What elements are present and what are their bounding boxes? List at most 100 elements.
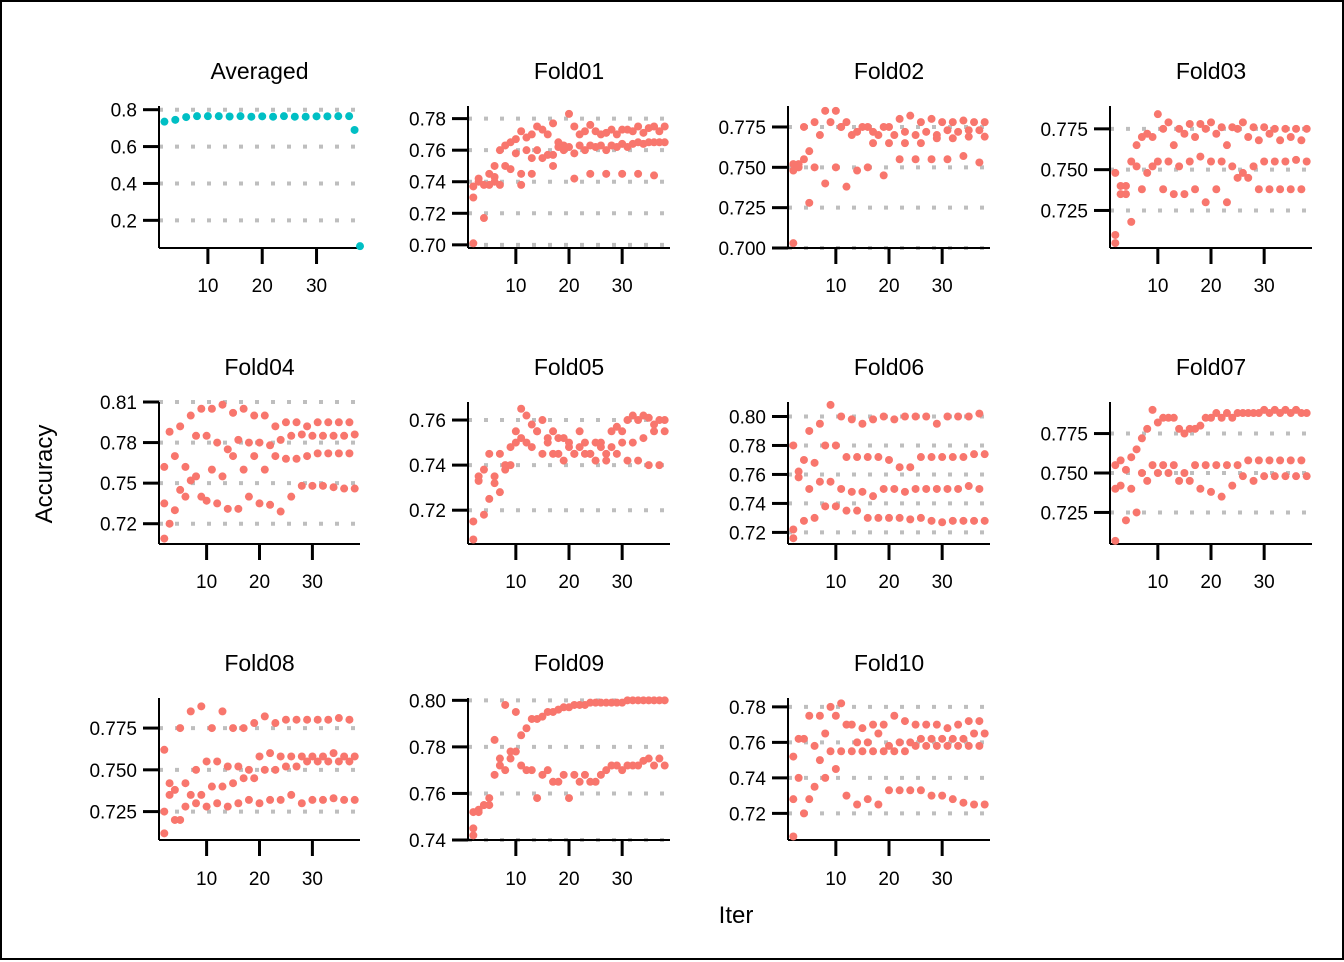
- data-point: [1201, 461, 1210, 470]
- data-point: [324, 715, 333, 724]
- data-point: [810, 163, 819, 172]
- data-point: [639, 128, 648, 137]
- data-point: [1191, 424, 1200, 433]
- data-point: [207, 724, 216, 733]
- x-tick-label: 30: [612, 276, 633, 297]
- data-point: [842, 118, 851, 127]
- panel-title: Fold06: [854, 354, 924, 380]
- data-point: [258, 112, 267, 121]
- data-point: [607, 125, 616, 134]
- data-point: [287, 492, 296, 501]
- y-tick-label: 0.750: [1040, 161, 1088, 182]
- data-point: [895, 738, 904, 747]
- data-point: [271, 452, 280, 461]
- x-tick-label: 20: [558, 276, 579, 297]
- y-tick-label: 0.6: [111, 138, 137, 159]
- y-tick-label: 0.74: [729, 494, 766, 515]
- data-point: [1244, 456, 1253, 465]
- data-point: [276, 507, 285, 516]
- x-tick-label: 20: [558, 869, 579, 890]
- x-tick-label: 30: [612, 869, 633, 890]
- data-point: [1212, 461, 1221, 470]
- data-point: [1249, 162, 1258, 171]
- data-point: [900, 139, 909, 148]
- data-point: [943, 484, 952, 493]
- data-point: [805, 198, 814, 207]
- data-point: [1143, 168, 1152, 177]
- data-point: [975, 484, 984, 493]
- data-point: [789, 795, 798, 804]
- data-point: [281, 418, 290, 427]
- y-tick-label: 0.775: [89, 719, 137, 740]
- data-point: [895, 114, 904, 123]
- data-point: [303, 757, 312, 766]
- data-point: [340, 484, 349, 493]
- data-point: [260, 411, 269, 420]
- data-point: [559, 146, 568, 155]
- data-point: [281, 454, 290, 463]
- data-point: [165, 427, 174, 436]
- data-point: [165, 779, 174, 788]
- data-point: [628, 761, 637, 770]
- data-point: [980, 118, 989, 127]
- data-point: [303, 715, 312, 724]
- data-point: [236, 112, 245, 121]
- data-point: [1159, 461, 1168, 470]
- data-point: [350, 484, 359, 493]
- data-point: [297, 430, 306, 439]
- data-point: [837, 122, 846, 131]
- data-point: [506, 443, 515, 452]
- data-point: [954, 412, 963, 421]
- data-point: [223, 802, 232, 811]
- data-point: [229, 724, 238, 733]
- x-tick-label: 20: [249, 869, 270, 890]
- data-point: [789, 534, 798, 543]
- data-point: [1286, 409, 1295, 418]
- data-point: [927, 114, 936, 123]
- data-point: [1207, 157, 1215, 166]
- data-point: [329, 794, 338, 803]
- y-tick-label: 0.74: [409, 831, 446, 852]
- data-point: [580, 770, 589, 779]
- x-tick-label: 10: [825, 572, 846, 593]
- data-point: [623, 143, 632, 152]
- y-tick-label: 0.80: [409, 691, 446, 712]
- data-point: [181, 802, 190, 811]
- x-tick-label: 10: [825, 869, 846, 890]
- data-point: [618, 438, 627, 447]
- data-point: [660, 416, 669, 425]
- y-tick-label: 0.72: [729, 804, 766, 825]
- data-point: [203, 112, 212, 121]
- data-point: [842, 791, 851, 800]
- data-point: [821, 179, 830, 188]
- data-point: [1260, 123, 1269, 132]
- data-point: [538, 416, 547, 425]
- data-point: [469, 824, 478, 833]
- data-point: [176, 485, 185, 494]
- data-point: [602, 449, 611, 458]
- data-point: [192, 431, 201, 440]
- data-point: [826, 747, 835, 756]
- data-point: [575, 443, 584, 452]
- data-point: [612, 449, 621, 458]
- data-point: [1286, 185, 1295, 194]
- panel-title: Fold10: [854, 650, 924, 676]
- data-point: [596, 443, 605, 452]
- data-point: [885, 139, 893, 148]
- data-point: [821, 106, 830, 115]
- x-tick-label: 10: [505, 869, 526, 890]
- data-point: [160, 499, 169, 508]
- data-point: [980, 729, 989, 738]
- data-point: [197, 790, 206, 799]
- data-point: [932, 741, 941, 750]
- x-tick-label: 20: [1200, 572, 1221, 593]
- data-point: [1238, 168, 1247, 177]
- data-point: [1276, 409, 1285, 418]
- data-point: [276, 752, 285, 761]
- data-point: [186, 707, 195, 716]
- data-point: [522, 766, 531, 775]
- data-point: [533, 146, 542, 155]
- data-point: [948, 118, 957, 127]
- data-point: [1127, 484, 1136, 493]
- data-point: [1159, 185, 1168, 194]
